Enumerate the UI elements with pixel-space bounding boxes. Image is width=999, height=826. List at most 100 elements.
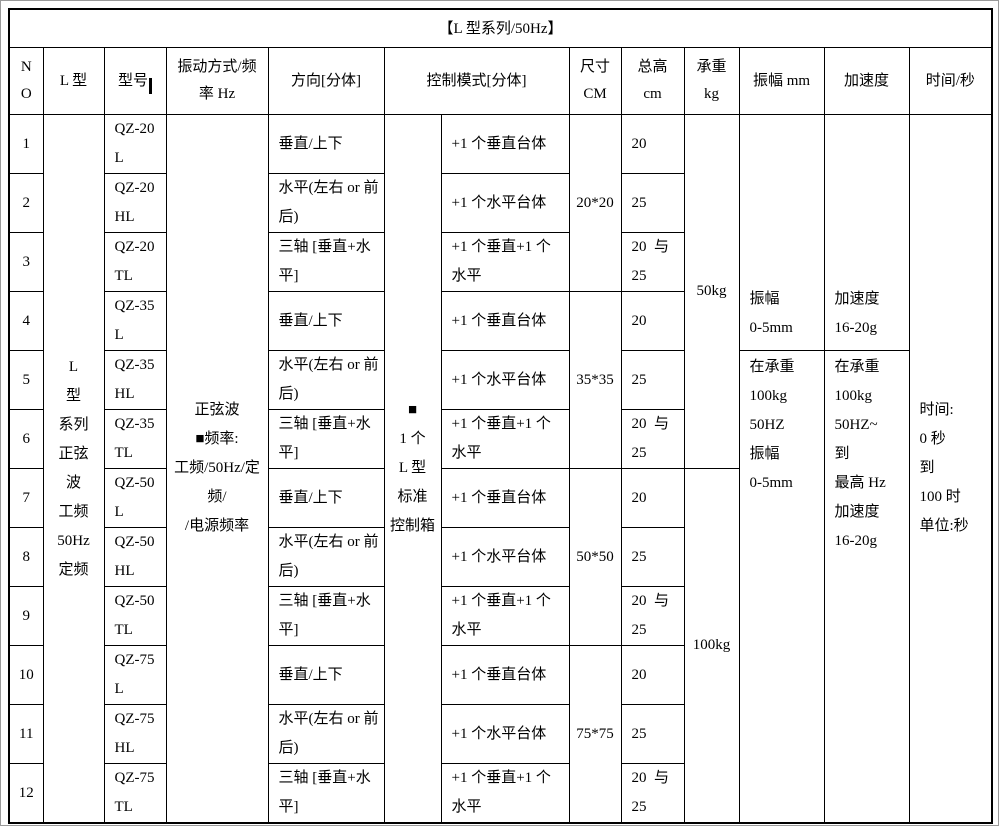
no-cell: 12 bbox=[8, 763, 44, 824]
height-cell: 20 bbox=[620, 645, 685, 705]
control-cell: +1 个垂直台体 bbox=[440, 291, 570, 351]
height-cell: 20 与 25 bbox=[620, 232, 685, 292]
height-cell: 25 bbox=[620, 173, 685, 233]
table-row: 6 QZ-35 TL 三轴 [垂直+水 平] +1 个垂直+1 个 水平 20 … bbox=[8, 409, 992, 469]
no-cell: 3 bbox=[8, 232, 44, 292]
model-cell: QZ-75 L bbox=[103, 645, 167, 705]
spec-table: 【L 型系列/50Hz】 N O L 型 型号 振动方式/频 率 Hz 方向[分… bbox=[8, 8, 994, 824]
no-cell: 7 bbox=[8, 468, 44, 528]
table-row: 4 QZ-35 L 垂直/上下 +1 个垂直台体 35*35 20 bbox=[8, 291, 992, 469]
table-row: 1 L 型 系列 正弦 波 工频 50Hz 定频 QZ-20 L 正弦波 ■频率… bbox=[8, 114, 993, 824]
direction-cell: 三轴 [垂直+水 平] bbox=[267, 409, 385, 469]
control-cell: +1 个垂直台体 bbox=[440, 645, 570, 705]
model-cell: QZ-50 HL bbox=[103, 527, 167, 587]
amplitude-cell: 在承重 100kg 50HZ 振幅 0-5mm bbox=[738, 350, 825, 824]
control-cell: +1 个水平台体 bbox=[440, 704, 570, 764]
header-acceleration: 加速度 bbox=[823, 47, 910, 115]
size-cell: 50*50 bbox=[568, 468, 622, 646]
header-size: 尺寸 CM bbox=[568, 47, 622, 115]
table-row: 2 QZ-20 HL 水平(左右 or 前 后) +1 个水平台体 25 bbox=[8, 173, 992, 233]
height-cell: 25 bbox=[620, 704, 685, 764]
load-cell: 50kg bbox=[683, 114, 740, 469]
model-cell: QZ-20 HL bbox=[103, 173, 167, 233]
direction-cell: 垂直/上下 bbox=[267, 645, 385, 705]
control-cell: +1 个垂直+1 个 水平 bbox=[440, 763, 570, 824]
table-row: 5 QZ-35 HL 水平(左右 or 前 后) +1 个水平台体 25 在承重… bbox=[8, 350, 992, 824]
control-cell: +1 个垂直台体 bbox=[440, 114, 570, 174]
height-cell: 20 与 25 bbox=[620, 763, 685, 824]
height-cell: 20 bbox=[620, 468, 685, 528]
direction-cell: 垂直/上下 bbox=[267, 468, 385, 528]
no-cell: 1 bbox=[8, 114, 44, 174]
direction-cell: 三轴 [垂直+水 平] bbox=[267, 586, 385, 646]
no-cell: 2 bbox=[8, 173, 44, 233]
control-cell: +1 个垂直台体 bbox=[440, 468, 570, 528]
no-cell: 5 bbox=[8, 350, 44, 410]
table-title: 【L 型系列/50Hz】 bbox=[8, 8, 993, 48]
direction-cell: 垂直/上下 bbox=[267, 114, 385, 174]
size-cell: 20*20 bbox=[568, 114, 622, 292]
vibration-mode-cell: 正弦波 ■频率: 工频/50Hz/定 频/ /电源频率 bbox=[165, 114, 269, 824]
height-cell: 20 bbox=[620, 114, 685, 174]
height-cell: 25 bbox=[620, 527, 685, 587]
model-cell: QZ-20 L bbox=[103, 114, 167, 174]
control-cell: +1 个垂直+1 个 水平 bbox=[440, 409, 570, 469]
control-cell: +1 个水平台体 bbox=[440, 350, 570, 410]
table-row: 9 QZ-50 TL 三轴 [垂直+水 平] +1 个垂直+1 个 水平 20 … bbox=[8, 586, 992, 646]
direction-cell: 三轴 [垂直+水 平] bbox=[267, 763, 385, 824]
direction-cell: 水平(左右 or 前 后) bbox=[267, 527, 385, 587]
model-cell: QZ-35 HL bbox=[103, 350, 167, 410]
no-cell: 6 bbox=[8, 409, 44, 469]
control-cell: +1 个水平台体 bbox=[440, 173, 570, 233]
header-model: 型号 bbox=[103, 47, 167, 115]
series-cell: L 型 系列 正弦 波 工频 50Hz 定频 bbox=[42, 114, 105, 824]
control-box-cell: ■ 1 个 L 型 标准 控制箱 bbox=[383, 114, 442, 824]
text-cursor bbox=[149, 78, 152, 95]
load-cell: 100kg bbox=[683, 468, 740, 824]
header-load: 承重 kg bbox=[683, 47, 740, 115]
no-cell: 4 bbox=[8, 291, 44, 351]
model-cell: QZ-35 TL bbox=[103, 409, 167, 469]
table-header-row: N O L 型 型号 振动方式/频 率 Hz 方向[分体] 控制模式[分体] 尺… bbox=[8, 47, 993, 115]
table-row: 12 QZ-75 TL 三轴 [垂直+水 平] +1 个垂直+1 个 水平 20… bbox=[8, 763, 992, 824]
control-cell: +1 个水平台体 bbox=[440, 527, 570, 587]
model-cell: QZ-50 TL bbox=[103, 586, 167, 646]
height-cell: 25 bbox=[620, 350, 685, 410]
model-cell: QZ-50 L bbox=[103, 468, 167, 528]
header-amplitude: 振幅 mm bbox=[738, 47, 825, 115]
no-cell: 10 bbox=[8, 645, 44, 705]
height-cell: 20 bbox=[620, 291, 685, 351]
no-cell: 8 bbox=[8, 527, 44, 587]
header-direction: 方向[分体] bbox=[267, 47, 385, 115]
direction-cell: 三轴 [垂直+水 平] bbox=[267, 232, 385, 292]
model-cell: QZ-35 L bbox=[103, 291, 167, 351]
direction-cell: 水平(左右 or 前 后) bbox=[267, 350, 385, 410]
acceleration-cell: 在承重 100kg 50HZ~ 到 最高 Hz 加速度 16-20g bbox=[823, 350, 910, 824]
acceleration-cell: 加速度 16-20g bbox=[823, 114, 910, 351]
table-row: 3 QZ-20 TL 三轴 [垂直+水 平] +1 个垂直+1 个 水平 20 … bbox=[8, 232, 992, 292]
header-l-type: L 型 bbox=[42, 47, 105, 115]
size-cell: 75*75 bbox=[568, 645, 622, 824]
header-model-label: 型号 bbox=[117, 72, 148, 89]
no-cell: 9 bbox=[8, 586, 44, 646]
direction-cell: 水平(左右 or 前 后) bbox=[267, 173, 385, 233]
size-cell: 35*35 bbox=[568, 291, 622, 469]
header-total-height: 总高 cm bbox=[620, 47, 685, 115]
control-cell: +1 个垂直+1 个 水平 bbox=[440, 586, 570, 646]
header-vibration: 振动方式/频 率 Hz bbox=[165, 47, 269, 115]
height-cell: 20 与 25 bbox=[620, 409, 685, 469]
model-cell: QZ-75 TL bbox=[103, 763, 167, 824]
model-cell: QZ-75 HL bbox=[103, 704, 167, 764]
height-cell: 20 与 25 bbox=[620, 586, 685, 646]
table-row: 11 QZ-75 HL 水平(左右 or 前 后) +1 个水平台体 25 bbox=[8, 704, 992, 764]
table-title-row: 【L 型系列/50Hz】 bbox=[8, 8, 993, 48]
time-cell: 时间: 0 秒 到 100 时 单位:秒 bbox=[908, 114, 993, 824]
no-cell: 11 bbox=[8, 704, 44, 764]
direction-cell: 水平(左右 or 前 后) bbox=[267, 704, 385, 764]
header-time: 时间/秒 bbox=[908, 47, 993, 115]
header-control: 控制模式[分体] bbox=[383, 47, 570, 115]
direction-cell: 垂直/上下 bbox=[267, 291, 385, 351]
amplitude-cell: 振幅 0-5mm bbox=[738, 114, 825, 351]
table-row: 7 QZ-50 L 垂直/上下 +1 个垂直台体 50*50 20 100kg bbox=[8, 468, 992, 824]
